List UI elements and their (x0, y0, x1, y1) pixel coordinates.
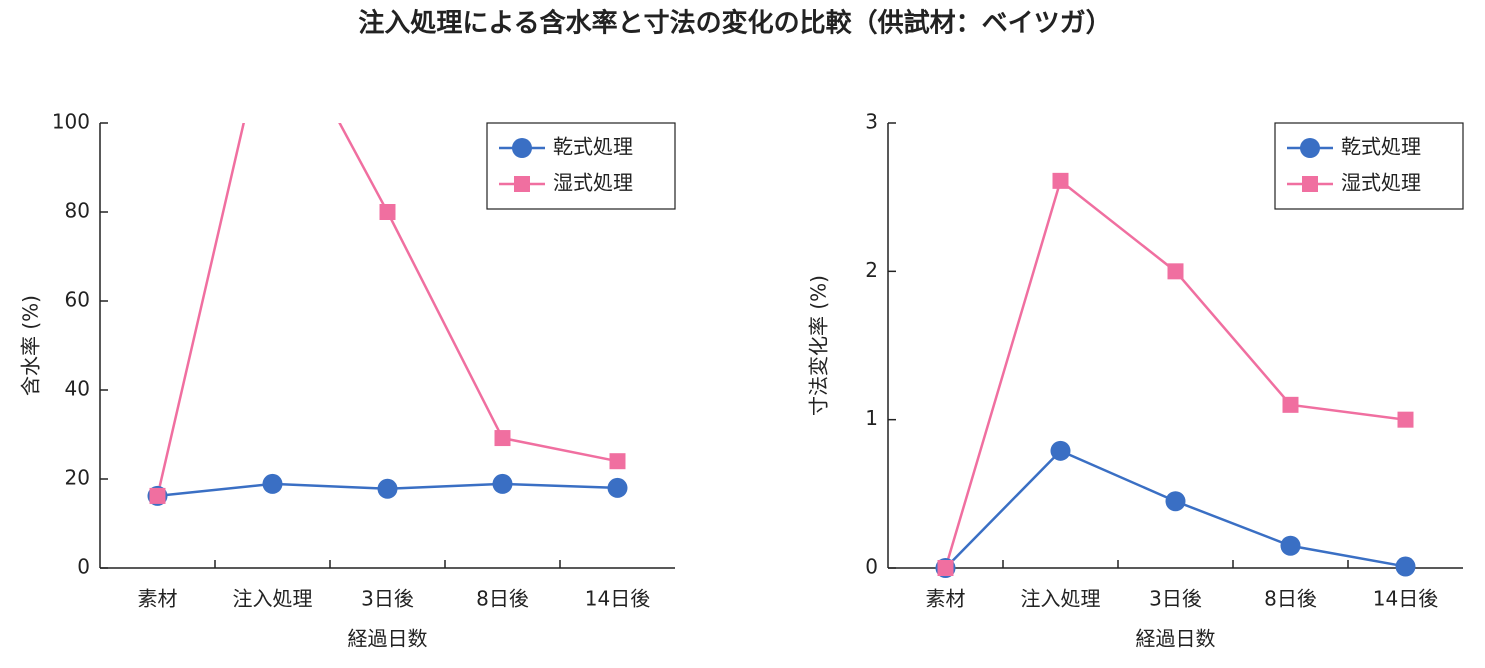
legend-marker (512, 138, 532, 158)
x-tick-label: 8日後 (476, 587, 529, 611)
y-tick-label: 0 (77, 555, 90, 579)
marker (265, 0, 281, 6)
x-tick-label: 注入処理 (1021, 587, 1101, 611)
y-tick-label: 0 (865, 555, 878, 579)
legend-marker (514, 176, 530, 192)
x-tick-label: 14日後 (1373, 587, 1438, 611)
marker (1395, 556, 1416, 577)
y-tick-label: 3 (865, 110, 878, 134)
legend-marker (1300, 138, 1320, 158)
y-tick-label: 1 (865, 406, 878, 430)
x-tick-label: 3日後 (1149, 587, 1202, 611)
marker (1165, 491, 1186, 512)
marker (494, 430, 511, 447)
marker (1052, 172, 1069, 189)
y-tick-label: 40 (65, 377, 90, 401)
legend-box (1274, 122, 1464, 210)
x-tick-label: 素材 (138, 587, 178, 611)
plot-area (935, 172, 1416, 578)
x-axis-label: 経過日数 (348, 627, 428, 651)
legend-label: 乾式処理 (553, 135, 633, 159)
y-tick-label: 2 (865, 258, 878, 282)
marker (1397, 411, 1414, 428)
y-tick-label: 80 (65, 199, 90, 223)
marker (149, 487, 166, 504)
x-axis-label: 経過日数 (1136, 627, 1216, 651)
plot-area (147, 0, 628, 506)
y-tick-label: 100 (52, 110, 90, 134)
marker (937, 560, 954, 576)
legend-label: 湿式処理 (553, 171, 633, 195)
y-tick-label: 60 (65, 288, 90, 312)
marker (607, 477, 628, 498)
x-tick-label: 14日後 (585, 587, 650, 611)
y-tick-label: 20 (65, 466, 90, 490)
marker (609, 453, 626, 470)
x-tick-label: 8日後 (1264, 587, 1317, 611)
marker (377, 478, 398, 499)
figure-title: 注入処理による含水率と寸法の変化の比較（供試材：ベイツガ） (358, 8, 1111, 39)
marker (262, 473, 283, 494)
y-axis-label: 寸法変化率 (%) (807, 275, 831, 416)
marker (1282, 396, 1299, 413)
marker (1050, 440, 1071, 461)
legend-label: 湿式処理 (1341, 171, 1421, 195)
y-axis-label: 含水率 (%) (19, 295, 43, 396)
marker (1167, 263, 1184, 280)
marker (1280, 535, 1301, 556)
marker (492, 473, 513, 494)
legend-marker (1302, 176, 1318, 192)
legend-box (486, 122, 676, 210)
series-line (156, 123, 618, 497)
x-tick-label: 注入処理 (233, 587, 313, 611)
marker (379, 204, 396, 220)
legend-label: 乾式処理 (1341, 135, 1421, 159)
x-tick-label: 素材 (926, 587, 966, 611)
x-tick-label: 3日後 (361, 587, 414, 611)
